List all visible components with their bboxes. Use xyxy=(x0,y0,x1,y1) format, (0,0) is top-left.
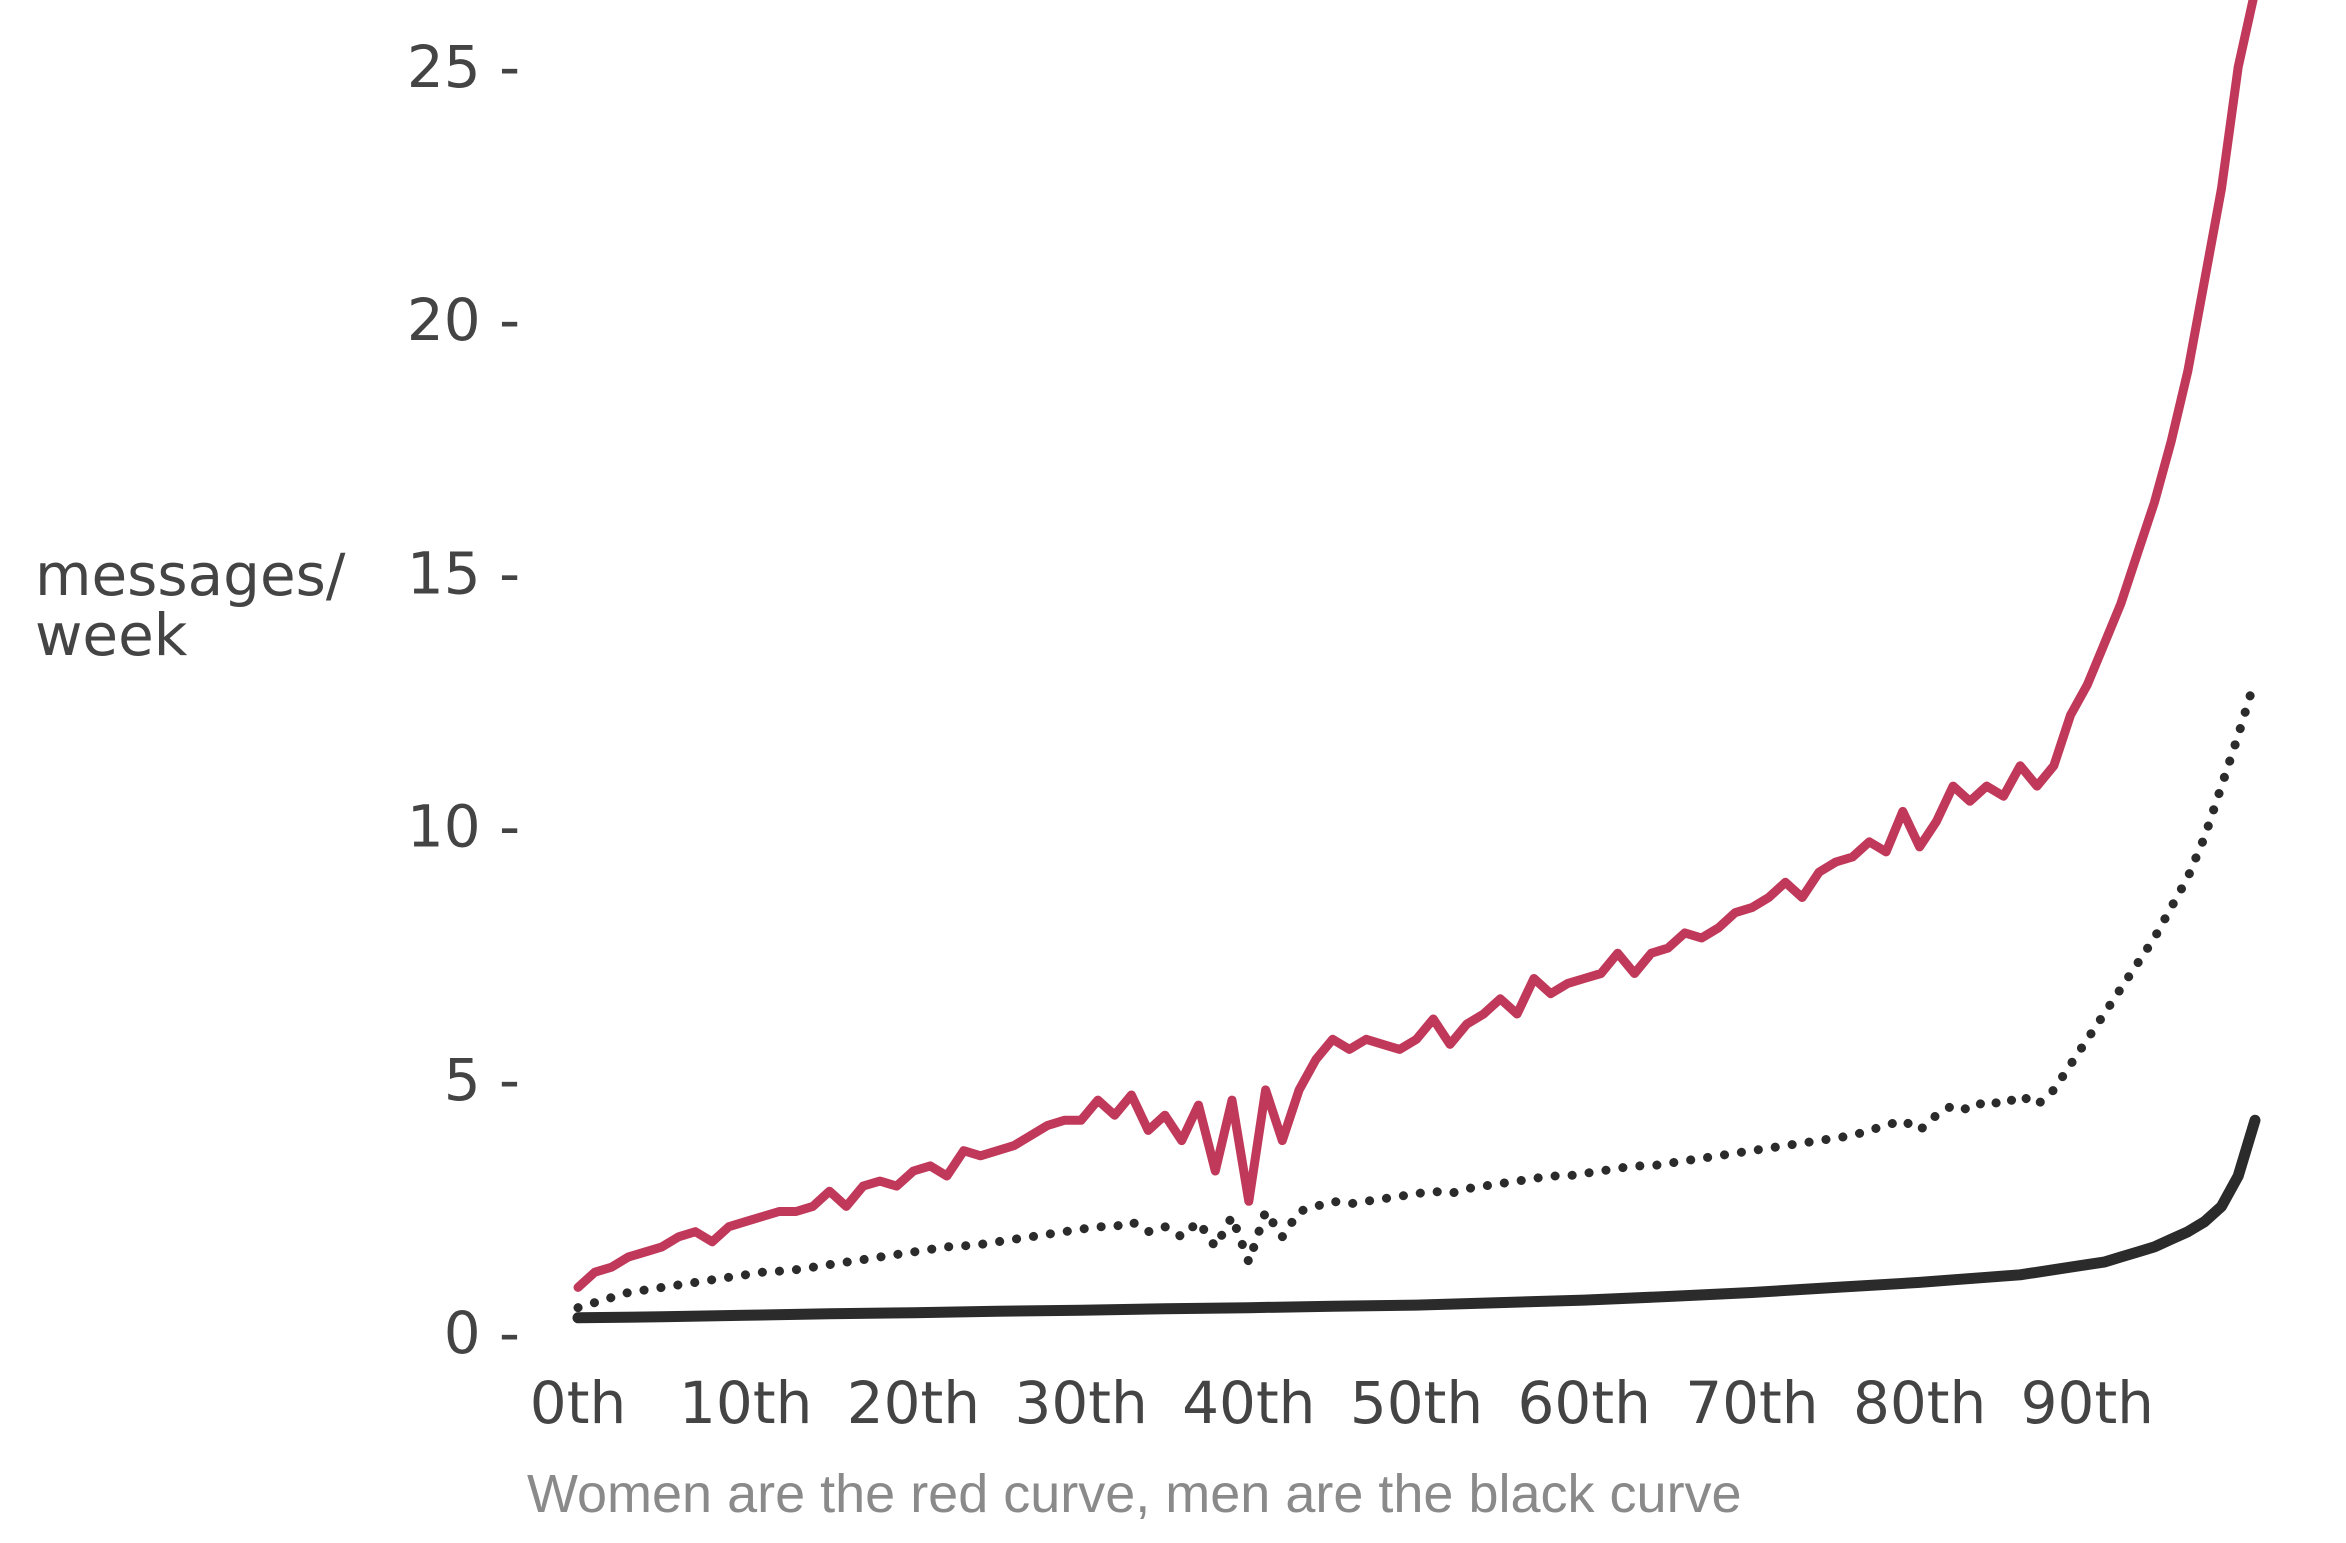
y-axis-ticks: 0 - 5 - 10 - 15 - 20 - 25 - xyxy=(407,33,520,1367)
x-tick-label-20th: 20th xyxy=(847,1369,980,1437)
x-tick-label-60th: 60th xyxy=(1518,1369,1651,1437)
series-layer xyxy=(572,0,2261,1324)
y-tick-label-15: 15 - xyxy=(407,539,520,607)
y-axis-label-line-1: messages/ xyxy=(35,541,346,609)
x-tick-label-0th: 0th xyxy=(530,1369,626,1437)
y-axis-label: messages/ week xyxy=(35,541,346,669)
y-tick-label-25: 25 - xyxy=(407,33,520,101)
x-tick-label-10th: 10th xyxy=(679,1369,812,1437)
chart-caption: Women are the red curve, men are the bla… xyxy=(527,1464,1742,1524)
x-tick-label-30th: 30th xyxy=(1014,1369,1147,1437)
y-tick-label-0: 0 - xyxy=(444,1299,520,1367)
x-tick-label-40th: 40th xyxy=(1182,1369,1315,1437)
x-tick-label-80th: 80th xyxy=(1853,1369,1986,1437)
x-tick-label-50th: 50th xyxy=(1350,1369,1483,1437)
y-tick-label-5: 5 - xyxy=(444,1046,520,1114)
x-tick-label-90th: 90th xyxy=(2021,1369,2154,1437)
y-tick-label-10: 10 - xyxy=(407,793,520,861)
series-line-black xyxy=(572,1114,2261,1324)
x-tick-label-70th: 70th xyxy=(1685,1369,1818,1437)
x-axis-ticks: 0th 10th 20th 30th 40th 50th 60th 70th 80th 90th xyxy=(530,1369,2154,1437)
series-line-red xyxy=(573,0,2258,1292)
y-axis-label-line-2: week xyxy=(35,601,188,669)
series-line-dotted xyxy=(573,675,2260,1313)
y-tick-label-20: 20 - xyxy=(407,286,520,354)
